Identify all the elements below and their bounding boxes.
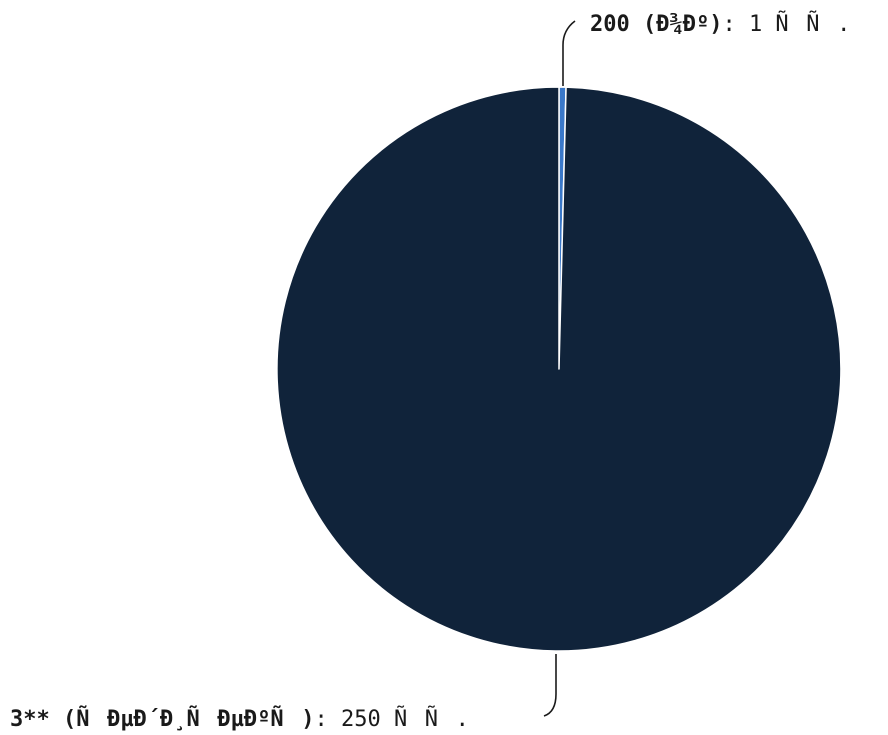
pie-slices bbox=[277, 87, 841, 651]
slice-label-3xx-count: : 250 ÑÑ. bbox=[314, 705, 468, 732]
slice-label-200-count: : 1 ÑÑ. bbox=[722, 10, 850, 37]
slice-label-200: 200 (Ð¾Ðº): 1 ÑÑ. bbox=[590, 10, 850, 37]
label-leader-line-3xx bbox=[544, 654, 556, 716]
pie-slice-1 bbox=[277, 87, 841, 651]
slice-label-200-name: 200 (Ð¾Ðº) bbox=[590, 12, 722, 37]
label-leader-line-200 bbox=[563, 21, 575, 86]
slice-label-3xx: 3** (ÑÐµÐ´Ð¸ÑÐµÐºÑ): 250 ÑÑ. bbox=[10, 705, 469, 732]
slice-label-3xx-name: 3** (ÑÐµÐ´Ð¸ÑÐµÐºÑ) bbox=[10, 706, 314, 732]
